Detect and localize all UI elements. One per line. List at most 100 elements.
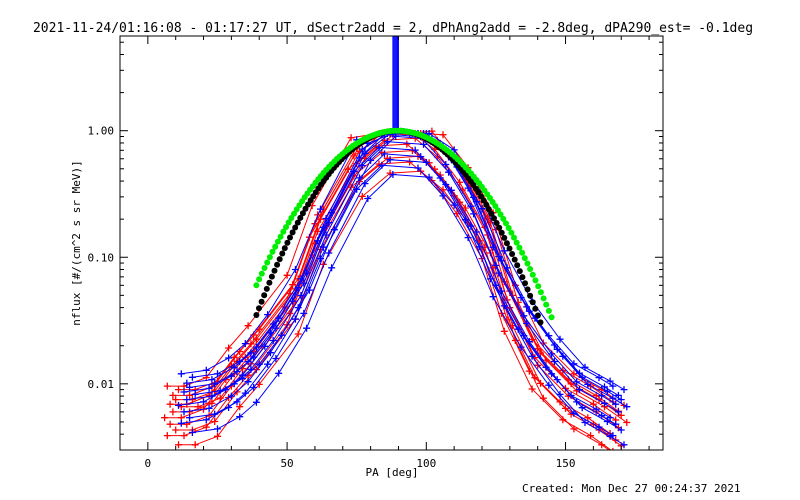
data-point [266, 329, 274, 337]
data-point [361, 180, 369, 188]
fit-point [519, 249, 526, 256]
data-point [570, 360, 578, 368]
data-point [330, 226, 338, 234]
fit-point [258, 298, 265, 305]
data-point [420, 140, 427, 148]
data-point [244, 378, 252, 386]
data-point [592, 405, 600, 413]
data-point [183, 420, 191, 428]
fit-point [253, 312, 260, 318]
data-point [528, 352, 536, 360]
data-point [222, 386, 230, 394]
data-point [214, 425, 221, 433]
data-point [202, 366, 210, 374]
data-point [601, 383, 608, 391]
data-point [614, 408, 622, 416]
data-point [556, 398, 564, 406]
data-point [347, 134, 355, 142]
data-point [464, 234, 472, 242]
data-point [578, 404, 586, 412]
fit-point [511, 256, 518, 263]
data-point [188, 373, 196, 381]
fit-point [277, 233, 284, 240]
data-point [439, 131, 447, 139]
fit-point [496, 224, 503, 231]
data-point [236, 403, 244, 411]
fit-point [505, 225, 512, 231]
fit-point [535, 283, 542, 290]
fit-point [537, 289, 544, 296]
fit-point [503, 220, 509, 227]
data-point [598, 392, 606, 400]
data-point [230, 363, 238, 371]
data-point [328, 264, 336, 272]
data-point [411, 146, 419, 154]
data-point [576, 386, 583, 394]
data-point [205, 404, 213, 412]
data-point [367, 156, 375, 164]
fit-point [503, 240, 510, 247]
data-point [528, 385, 536, 393]
series-line [195, 135, 628, 408]
fit-point [511, 234, 517, 241]
data-point [375, 143, 383, 151]
fit-point [494, 207, 501, 214]
data-point [403, 140, 411, 148]
data-point [172, 396, 180, 404]
data-point [620, 386, 628, 394]
fit-point [540, 295, 547, 302]
fit-point [514, 262, 521, 269]
fit-point [280, 228, 287, 235]
fit-point [521, 255, 528, 262]
data-point [216, 394, 224, 402]
fit-point [287, 234, 293, 241]
fit-point [261, 292, 268, 299]
data-point [177, 419, 185, 427]
data-point [278, 331, 285, 339]
fit-point [527, 266, 534, 272]
data-point [606, 414, 614, 422]
data-point [589, 400, 597, 408]
data-point [300, 309, 308, 317]
data-point [252, 398, 260, 406]
data-point [606, 377, 614, 385]
series-line [178, 146, 611, 419]
data-point [169, 408, 177, 416]
data-point [239, 371, 246, 379]
data-point [225, 354, 233, 362]
series-line [175, 155, 622, 447]
data-point [264, 311, 272, 319]
data-point [166, 400, 174, 408]
data-point [233, 398, 241, 406]
data-point [406, 158, 414, 166]
fit-point [522, 280, 528, 287]
fit-point [483, 201, 490, 208]
data-point [475, 243, 483, 251]
series-red-6 [161, 140, 614, 437]
data-point [556, 390, 564, 398]
series-blue-16 [177, 161, 617, 440]
data-point [364, 195, 372, 202]
data-point [545, 332, 553, 340]
data-point [250, 384, 258, 391]
fit-point [537, 319, 544, 326]
data-point [236, 413, 244, 421]
data-point [255, 380, 263, 388]
data-point [186, 414, 194, 422]
y-tick-label: 0.01 [88, 378, 115, 391]
data-point [244, 358, 252, 366]
data-point [264, 360, 272, 368]
fit-point [532, 277, 539, 284]
fit-point [488, 210, 495, 217]
data-point [517, 343, 525, 351]
data-point [244, 322, 252, 330]
y-axis-label: nflux [#/(cm^2 s sr MeV)] [70, 160, 83, 326]
data-point [188, 429, 196, 436]
data-point [623, 419, 631, 426]
x-tick-label: 100 [416, 457, 436, 470]
axes: 0 50 100 150 0.01 0.10 1.00 [88, 36, 663, 470]
series-line [189, 159, 622, 431]
x-axis-label: PA [deg] [366, 466, 419, 479]
data-point [211, 410, 219, 418]
fit-point [291, 210, 297, 217]
